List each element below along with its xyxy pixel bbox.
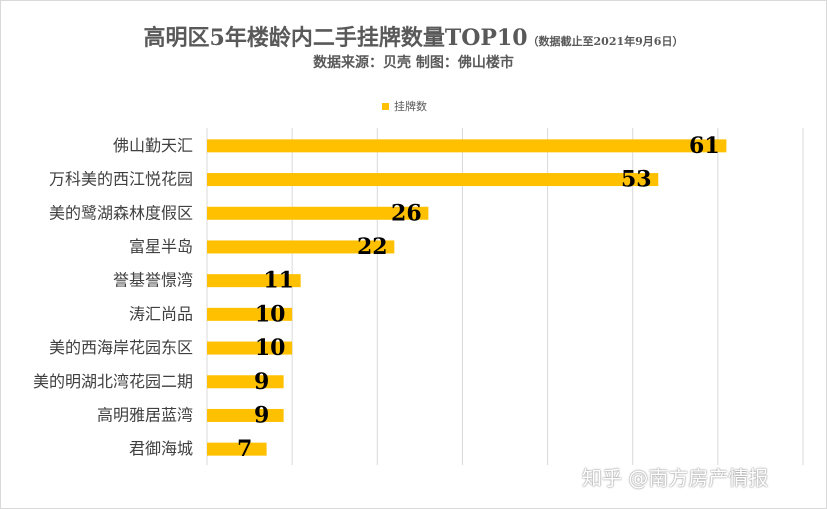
bar — [207, 139, 727, 153]
data-label: 9 — [254, 402, 269, 428]
bar — [207, 240, 395, 254]
bar — [207, 274, 301, 288]
chart-title: 高明区5年楼龄内二手挂牌数量TOP10（数据截止至2021年9月6日） — [0, 20, 827, 52]
data-label: 22 — [357, 234, 388, 260]
bar — [207, 206, 429, 220]
chart-subtitle: 数据来源：贝壳 制图：佛山楼市 — [313, 55, 514, 71]
legend-swatch — [382, 102, 389, 110]
category-label: 万科美的西江悦花园 — [49, 170, 193, 189]
data-label: 53 — [621, 167, 652, 193]
data-label: 11 — [263, 268, 294, 294]
chart-title-note: （数据截止至2021年9月6日） — [527, 35, 684, 48]
category-label: 高明雅居蓝湾 — [97, 405, 193, 424]
category-label: 富星半岛 — [129, 237, 193, 256]
data-label: 10 — [255, 301, 286, 327]
chart-title-main: 高明区5年楼龄内二手挂牌数量TOP10 — [143, 25, 528, 51]
category-label: 美的鹭湖森林度假区 — [49, 203, 193, 222]
bar — [207, 442, 267, 456]
category-label: 佛山勤天汇 — [113, 136, 193, 155]
bar — [207, 341, 293, 355]
bar — [207, 307, 293, 321]
data-label: 26 — [391, 200, 422, 226]
data-label: 10 — [255, 335, 286, 361]
legend-label: 挂牌数 — [394, 100, 427, 113]
category-label: 誉基誉憬湾 — [113, 271, 193, 290]
bar — [207, 173, 659, 187]
bar — [207, 375, 284, 389]
category-label: 君御海城 — [129, 439, 193, 458]
data-label: 9 — [254, 369, 269, 395]
watermark: 知乎 @南方房产情报 — [582, 466, 769, 490]
category-label: 涛汇尚品 — [129, 304, 193, 323]
legend: 挂牌数 — [382, 98, 427, 114]
category-label: 美的明湖北湾花园二期 — [33, 372, 193, 391]
data-label: 7 — [237, 436, 252, 462]
bar — [207, 408, 284, 422]
category-label: 美的西海岸花园东区 — [49, 338, 193, 357]
data-label: 61 — [689, 133, 720, 159]
